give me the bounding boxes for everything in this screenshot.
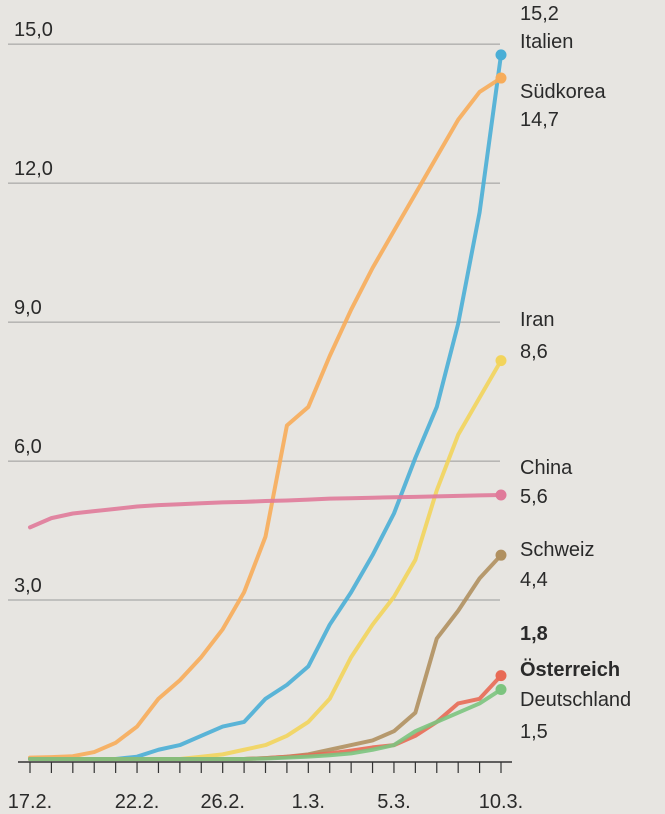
legend-label: China	[520, 457, 573, 479]
end-dot	[495, 49, 507, 61]
x-tick-label: 17.2.	[8, 791, 52, 813]
x-tick-label: 22.2.	[115, 791, 159, 813]
value-label: 14,7	[520, 109, 559, 131]
y-tick-label: 3,0	[14, 575, 42, 597]
y-tick-label: 15,0	[14, 19, 53, 41]
line	[28, 76, 503, 760]
line	[28, 687, 503, 761]
end-dot	[495, 489, 507, 501]
line	[28, 52, 503, 761]
y-tick-label: 9,0	[14, 297, 42, 319]
y-tick-label: 12,0	[14, 158, 53, 180]
legend-label: Österreich	[520, 658, 620, 681]
line	[28, 492, 503, 530]
legend-label: Schweiz	[520, 539, 594, 561]
x-tick-label: 1.3.	[292, 791, 325, 813]
value-label: 1,5	[520, 721, 548, 743]
legend-label: Deutschland	[520, 689, 631, 711]
legend-label: Iran	[520, 309, 554, 331]
value-label: 5,6	[520, 486, 548, 508]
value-label: 1,8	[520, 623, 548, 645]
x-tick-label: 26.2.	[200, 791, 244, 813]
end-dot	[495, 670, 507, 682]
end-dot	[495, 684, 507, 696]
end-dot	[495, 72, 507, 84]
y-tick-label: 6,0	[14, 436, 42, 458]
end-dot	[495, 549, 507, 561]
x-tick-label: 5.3.	[377, 791, 410, 813]
value-label: 8,6	[520, 341, 548, 363]
legend-label: Südkorea	[520, 81, 606, 103]
x-tick-label: 10.3.	[479, 791, 523, 813]
value-label: 4,4	[520, 569, 548, 591]
legend-label: Italien	[520, 31, 573, 53]
end-dot	[495, 355, 507, 367]
value-label: 15,2	[520, 3, 559, 25]
